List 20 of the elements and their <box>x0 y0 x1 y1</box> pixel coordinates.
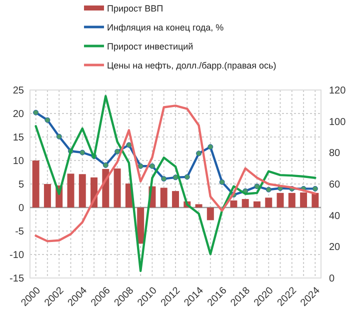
y2-tick-label: 40 <box>329 210 341 222</box>
y2-tick-label: 100 <box>329 116 346 128</box>
y-tick-label: -5 <box>15 226 24 238</box>
y2-tick-label: 20 <box>329 242 341 254</box>
y2-tick-label: 60 <box>329 180 341 190</box>
y2-tick-label: 120 <box>329 86 346 96</box>
y-tick-label: 5 <box>18 180 24 190</box>
legend-label: Инфляция на конец года, % <box>107 22 224 32</box>
y2-tick-label: 80 <box>329 148 341 160</box>
legend-label: Прирост инвестиций <box>107 42 194 52</box>
y-tick-label: 0 <box>18 203 24 214</box>
y-tick-label: -10 <box>10 250 24 261</box>
y-tick-label: 10 <box>12 156 24 167</box>
y-tick-label: 20 <box>12 109 24 120</box>
y-tick-label: 15 <box>12 132 24 144</box>
y-tick-label: -15 <box>10 274 24 284</box>
legend-label: Цены на нефть, долл./барр.(правая ось) <box>107 60 276 70</box>
y-tick-label: 25 <box>12 86 24 96</box>
legend-label: Прирост ВВП <box>107 4 164 14</box>
y2-tick-label: 0 <box>329 274 335 284</box>
